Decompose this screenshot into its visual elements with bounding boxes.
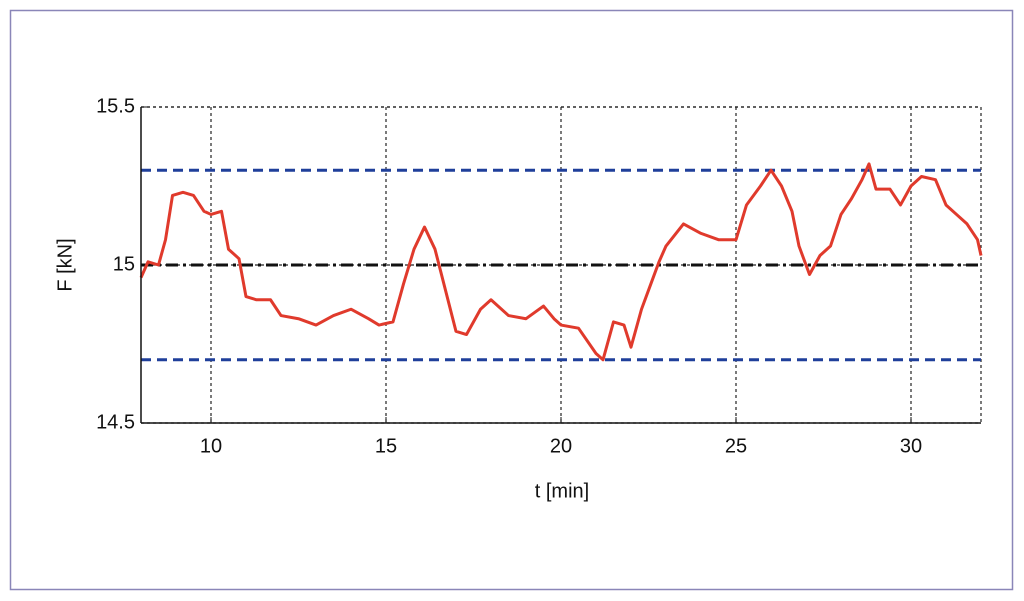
data-line (139, 162, 983, 362)
x-tick-label: 25 (725, 435, 747, 457)
y-tick-label: 14.5 (96, 411, 135, 433)
y-axis-label: F [kN] (54, 238, 76, 291)
x-tick-label: 30 (900, 435, 922, 457)
y-tick-label: 15 (113, 253, 135, 275)
x-tick-label: 10 (200, 435, 222, 457)
x-axis-label: t [min] (535, 480, 589, 502)
frame (9, 9, 1014, 591)
y-tick-label: 15.5 (96, 95, 135, 117)
x-tick-label: 15 (375, 435, 397, 457)
x-tick-label: 20 (550, 435, 572, 457)
